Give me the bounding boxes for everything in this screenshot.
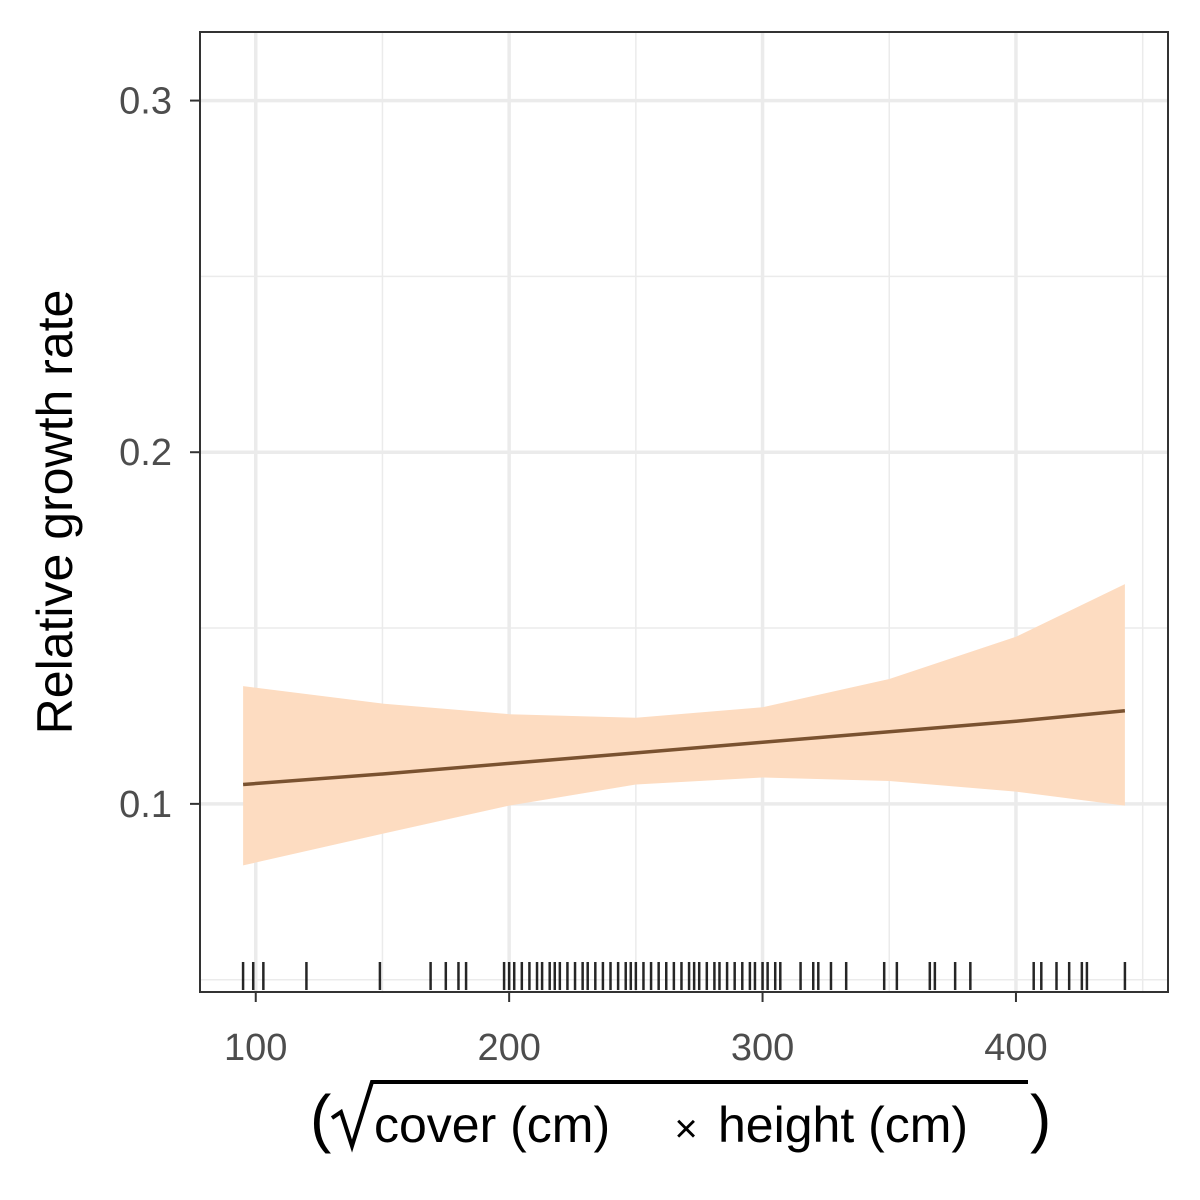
confidence-band-area <box>243 584 1125 866</box>
x-axis-title-height: height (cm) <box>718 1097 968 1153</box>
confidence-band <box>243 584 1125 866</box>
x-axis-title: ( cover (cm) × height (cm) ) <box>310 1080 1051 1154</box>
y-tick-label: 0.3 <box>119 81 172 123</box>
rug-marks <box>241 962 1127 990</box>
x-axis-title-open-paren: ( <box>310 1082 331 1154</box>
x-tick-label: 400 <box>984 1027 1047 1069</box>
y-axis-title: Relative growth rate <box>27 290 83 735</box>
panel-border <box>199 31 1169 993</box>
x-axis-title-close-paren: ) <box>1030 1082 1051 1154</box>
x-tick-label: 100 <box>224 1027 287 1069</box>
fit-line-path <box>242 708 1126 787</box>
x-tick-label: 300 <box>731 1027 794 1069</box>
y-tick-label: 0.2 <box>119 432 172 474</box>
axis-ticks: 100 200 300 400 0.1 0.2 0.3 <box>119 81 1047 1069</box>
panel-border-rect <box>199 31 1169 993</box>
sqrt-radical-icon <box>330 1080 1028 1153</box>
x-axis-title-times: × <box>674 1107 697 1151</box>
x-tick-label: 200 <box>477 1027 540 1069</box>
x-axis-title-cover: cover (cm) <box>374 1097 610 1153</box>
y-tick-label: 0.1 <box>119 784 172 826</box>
fit-line <box>242 708 1126 787</box>
